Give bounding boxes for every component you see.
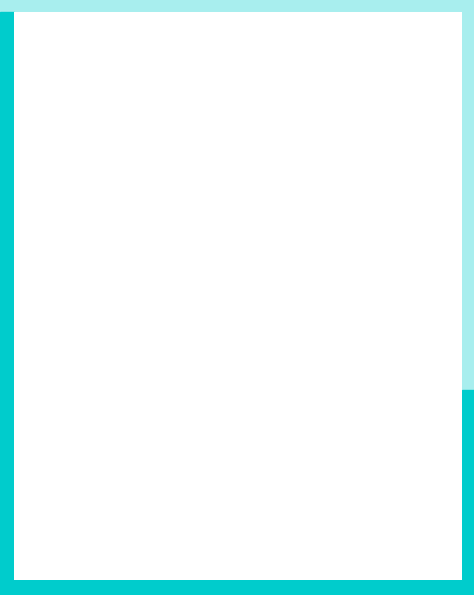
Text: 54%: 54% [318,352,341,362]
Text: 63%: 63% [318,394,341,404]
Text: 90%: 90% [318,141,341,151]
Text: instacart: instacart [89,221,167,239]
Text: 33.6: 33.6 [398,139,431,152]
Text: JAN.: JAN. [242,122,265,132]
Text: 10.9: 10.9 [399,435,431,448]
Text: WARBY PARKER: WARBY PARKER [79,521,177,531]
Text: 74%: 74% [318,226,341,235]
Text: 72%: 72% [318,479,341,488]
Text: 46%: 46% [318,521,341,531]
Text: NOV.: NOV. [316,122,343,132]
Text: 67%: 67% [242,310,265,320]
Text: TikTok: TikTok [96,264,160,281]
Text: 36%: 36% [242,521,265,531]
Text: M  MORNING CONSULT: M MORNING CONSULT [186,15,288,24]
Text: tubi: tubi [106,347,150,367]
Text: 65%: 65% [318,437,341,446]
Text: venmo: venmo [91,474,165,493]
Text: 52%: 52% [242,394,265,404]
Text: THE 10 FASTEST GROWING BRANDS: THE 10 FASTEST GROWING BRANDS [97,33,377,47]
Text: peacock: peacock [93,179,163,197]
Text: 62%: 62% [242,479,265,488]
Text: 11.2: 11.2 [399,393,431,406]
Text: 10.4: 10.4 [398,477,431,490]
Text: BY NAME IDENTIFICATION: BY NAME IDENTIFICATION [137,50,337,64]
Text: 77%: 77% [242,268,265,277]
Text: 37%: 37% [242,183,265,193]
Text: 🥕: 🥕 [36,224,44,237]
Text: The Fastest Growing Brands by Name Identification ranking is determined by measu: The Fastest Growing Brands by Name Ident… [60,69,414,84]
FancyBboxPatch shape [29,425,58,459]
Text: 16.9: 16.9 [399,266,431,279]
Text: 68%: 68% [318,183,341,193]
Text: 54%: 54% [242,437,265,446]
Text: 57%: 57% [242,141,265,151]
Text: 12.4: 12.4 [399,350,431,364]
Text: 42%: 42% [242,352,265,362]
Text: 19.2: 19.2 [399,224,431,237]
Text: 55%: 55% [242,226,265,235]
Text: 94%: 94% [318,268,341,277]
Text: 14.2: 14.2 [399,308,431,321]
Text: zoom: zoom [97,136,159,156]
Text: Cash App: Cash App [90,434,166,449]
Text: 31.7: 31.7 [399,181,431,195]
Text: Natural Light
SELTZER: Natural Light SELTZER [90,389,166,410]
Text: 81%: 81% [318,310,341,320]
Text: S: S [39,435,48,448]
Text: GROWTH: GROWTH [390,122,439,132]
Text: 10.4: 10.4 [398,519,431,533]
Text: BUD LIGHT
SELTZER: BUD LIGHT SELTZER [94,304,162,325]
